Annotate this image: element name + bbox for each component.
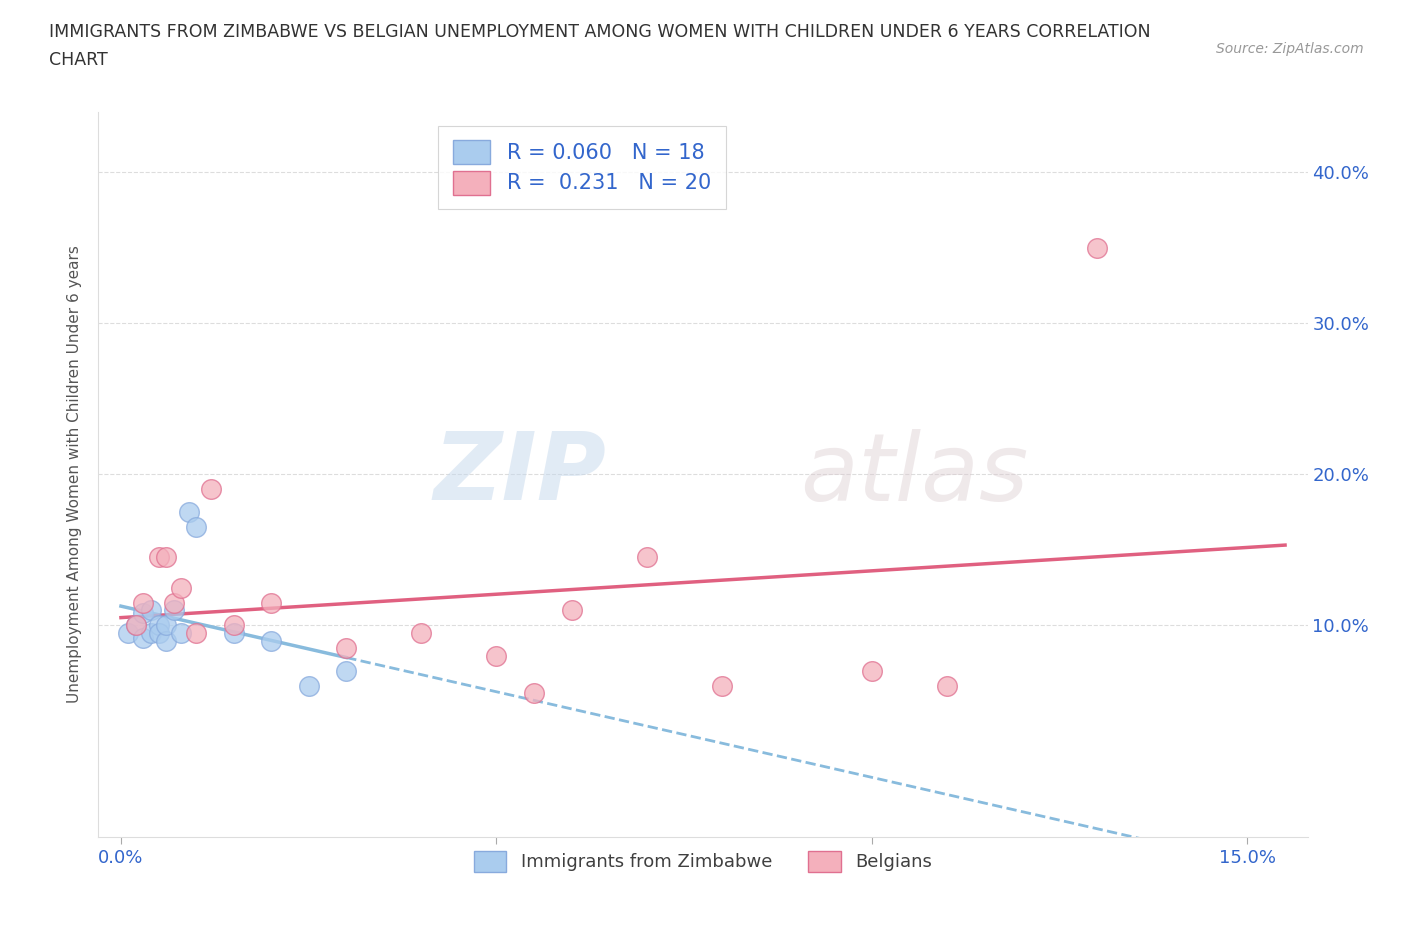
Point [177, 505, 200, 520]
Point [139, 626, 162, 641]
Point [162, 595, 184, 610]
Point [561, 603, 583, 618]
Point [860, 663, 883, 678]
Point [1085, 240, 1108, 255]
Point [170, 580, 193, 595]
Point [125, 618, 148, 633]
Legend: Immigrants from Zimbabwe, Belgians: Immigrants from Zimbabwe, Belgians [463, 840, 943, 883]
Point [936, 679, 959, 694]
Text: Source: ZipAtlas.com: Source: ZipAtlas.com [1216, 42, 1364, 56]
Point [162, 603, 184, 618]
Point [222, 626, 245, 641]
Point [335, 641, 357, 656]
Point [523, 686, 546, 701]
Point [710, 679, 733, 694]
Point [132, 595, 155, 610]
Point [170, 626, 193, 641]
Text: IMMIGRANTS FROM ZIMBABWE VS BELGIAN UNEMPLOYMENT AMONG WOMEN WITH CHILDREN UNDER: IMMIGRANTS FROM ZIMBABWE VS BELGIAN UNEM… [49, 23, 1152, 41]
Point [132, 631, 155, 645]
Point [148, 626, 170, 641]
Y-axis label: Unemployment Among Women with Children Under 6 years: Unemployment Among Women with Children U… [67, 246, 83, 703]
Text: ZIP: ZIP [433, 429, 606, 520]
Text: CHART: CHART [49, 51, 108, 69]
Point [148, 550, 170, 565]
Point [485, 648, 508, 663]
Point [155, 633, 177, 648]
Point [636, 550, 658, 565]
Point [155, 550, 177, 565]
Point [260, 633, 283, 648]
Point [139, 603, 162, 618]
Point [298, 679, 321, 694]
Point [117, 626, 139, 641]
Point [184, 520, 207, 535]
Text: atlas: atlas [800, 429, 1028, 520]
Point [260, 595, 283, 610]
Point [148, 618, 170, 633]
Point [411, 626, 433, 641]
Point [222, 618, 245, 633]
Point [184, 626, 207, 641]
Point [200, 482, 222, 497]
Point [155, 618, 177, 633]
Point [335, 663, 357, 678]
Point [125, 618, 148, 633]
Point [132, 606, 155, 621]
